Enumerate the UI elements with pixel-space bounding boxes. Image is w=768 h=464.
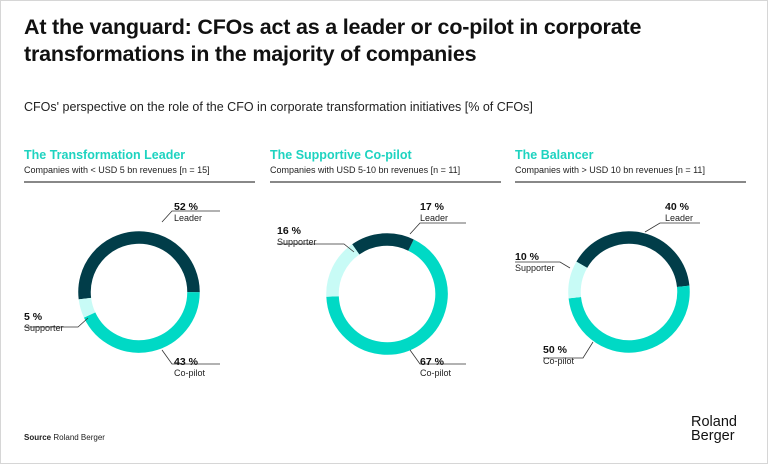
leader-line-supporter <box>161 349 220 365</box>
leader-line-supporter <box>409 349 466 365</box>
page-title: At the vanguard: CFOs act as a leader or… <box>24 15 642 66</box>
leader-line-co-pilot <box>24 317 89 328</box>
label-leader-3: 40 % Leader <box>665 201 694 223</box>
leader-line-leader <box>409 222 466 235</box>
slice-supporter <box>326 244 360 297</box>
label-leader-1: 52 % Leader <box>174 201 203 223</box>
leader-line-co-pilot <box>515 261 571 269</box>
label-supporter-2: 16 % Supporter <box>277 225 317 247</box>
slice-leader <box>78 231 200 300</box>
panel-subtitle: Companies with < USD 5 bn revenues [n = … <box>24 165 255 183</box>
panel-subtitle: Companies with USD 5-10 bn revenues [n =… <box>270 165 501 183</box>
panel-transformation-leader: The Transformation Leader Companies with… <box>24 148 255 183</box>
panel-title: The Balancer <box>515 148 594 162</box>
leader-line-supporter <box>543 341 594 359</box>
slice-co-pilot <box>326 239 448 355</box>
panel-supportive-copilot: The Supportive Co-pilot Companies with U… <box>270 148 501 183</box>
label-supporter-3: 10 % Supporter <box>515 251 555 273</box>
leader-line-leader <box>161 210 220 223</box>
slice-supporter <box>78 297 96 318</box>
label-supporter-1: 5 % Supporter <box>24 311 64 333</box>
roland-berger-logo: Roland Berger <box>691 414 737 444</box>
label-copilot-2: 67 % Co-pilot <box>420 356 452 378</box>
panel-subtitle: Companies with > USD 10 bn revenues [n =… <box>515 165 746 183</box>
source-note: Source Roland Berger <box>24 433 105 442</box>
label-copilot-1: 43 % Co-pilot <box>174 356 206 378</box>
slice-co-pilot <box>568 285 690 353</box>
leader-line-leader <box>644 222 700 233</box>
slice-co-pilot <box>83 291 200 353</box>
panel-title: The Transformation Leader <box>24 148 186 162</box>
leader-line-co-pilot <box>277 243 355 253</box>
slice-supporter <box>568 261 588 299</box>
label-leader-2: 17 % Leader <box>420 201 449 223</box>
chart-subtitle: CFOs' perspective on the role of the CFO… <box>24 100 533 114</box>
panel-title: The Supportive Co-pilot <box>270 148 412 162</box>
panel-balancer: The Balancer Companies with > USD 10 bn … <box>515 148 746 183</box>
label-copilot-3: 50 % Co-pilot <box>543 344 575 366</box>
slice-leader <box>352 233 414 255</box>
slice-leader <box>576 231 690 288</box>
